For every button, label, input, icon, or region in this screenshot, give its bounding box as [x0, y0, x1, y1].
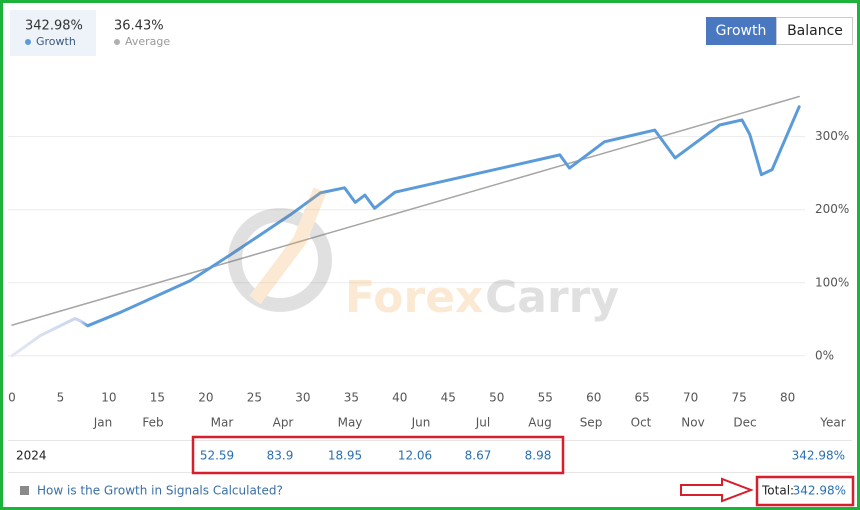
month-label: Aug	[528, 416, 551, 430]
total-value: 342.98%	[793, 484, 846, 498]
help-icon	[20, 486, 29, 495]
month-label: Jul	[475, 416, 490, 430]
growth-value: 342.98%	[25, 19, 83, 34]
watermark: Forex Carry	[228, 187, 619, 323]
month-label: Feb	[142, 416, 163, 430]
y-tick-label: 200%	[815, 202, 849, 216]
watermark-logo	[228, 208, 332, 312]
month-label: Jan	[93, 416, 113, 430]
x-tick-label: 75	[731, 391, 746, 405]
x-tick-label: 35	[344, 391, 359, 405]
month-value: 52.59	[200, 449, 234, 463]
watermark-text: Carry	[485, 272, 619, 323]
year-label: 2024	[16, 449, 47, 463]
growth-dot	[25, 39, 31, 45]
y-tick-label: 100%	[815, 275, 849, 289]
month-label: Jun	[411, 416, 431, 430]
x-tick-label: 55	[538, 391, 553, 405]
year-total: 342.98%	[792, 449, 845, 463]
y-tick-label: 0%	[815, 348, 834, 362]
x-tick-label: 45	[441, 391, 456, 405]
tab-growth[interactable]	[706, 17, 776, 45]
growth-line	[10, 105, 801, 358]
average-value: 36.43%	[114, 19, 164, 34]
month-label: May	[338, 416, 363, 430]
month-value: 83.9	[267, 449, 294, 463]
x-tick-label: 40	[392, 391, 407, 405]
watermark-text: Forex	[345, 272, 483, 323]
tab-balance-label[interactable]: Balance	[787, 23, 843, 39]
month-value: 12.06	[398, 449, 432, 463]
month-label: Apr	[273, 416, 294, 430]
watermark-arrow	[249, 187, 327, 305]
month-label: Mar	[211, 416, 234, 430]
tab-balance[interactable]	[776, 17, 853, 45]
highlight-box	[755, 475, 855, 507]
x-tick-label: 60	[586, 391, 601, 405]
month-label: Nov	[681, 416, 704, 430]
tab-growth-label[interactable]: Growth	[716, 23, 767, 39]
x-tick-label: 0	[8, 391, 16, 405]
legend-active[interactable]	[10, 10, 96, 56]
month-label: Sep	[580, 416, 603, 430]
month-value: 8.98	[525, 449, 552, 463]
average-dot	[114, 39, 120, 45]
x-tick-label: 5	[57, 391, 65, 405]
total-label: Total:	[761, 484, 794, 498]
x-tick-label: 20	[198, 391, 213, 405]
x-tick-label: 25	[247, 391, 262, 405]
x-tick-label: 10	[101, 391, 116, 405]
x-tick-label: 30	[295, 391, 310, 405]
month-value: 18.95	[328, 449, 362, 463]
annotation-arrow	[680, 477, 754, 503]
y-tick-label: 300%	[815, 129, 849, 143]
year-header: Year	[819, 416, 845, 430]
help-link[interactable]: How is the Growth in Signals Calculated?	[37, 484, 283, 498]
average-line	[11, 95, 800, 326]
x-tick-label: 80	[780, 391, 795, 405]
average-label: Average	[125, 35, 170, 48]
growth-label: Growth	[36, 35, 76, 48]
x-tick-label: 70	[683, 391, 698, 405]
month-label: Oct	[631, 416, 652, 430]
x-tick-label: 15	[150, 391, 165, 405]
x-tick-label: 50	[489, 391, 504, 405]
x-tick-label: 65	[635, 391, 650, 405]
month-label: Dec	[733, 416, 756, 430]
plot	[8, 95, 805, 358]
highlight-box	[191, 435, 565, 475]
month-value: 8.67	[465, 449, 492, 463]
